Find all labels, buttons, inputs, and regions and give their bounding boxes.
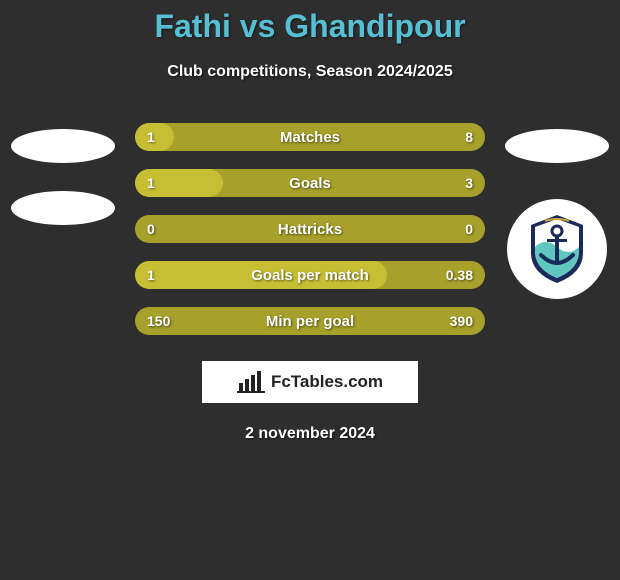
stat-left-value: 1	[147, 123, 155, 151]
stat-left-value: 1	[147, 261, 155, 289]
stat-bar-goals: 1 Goals 3	[135, 169, 485, 197]
bar-chart-icon	[237, 371, 265, 393]
left-club-badge-2	[11, 191, 115, 225]
stat-right-value: 0.38	[446, 261, 473, 289]
stat-right-value: 390	[450, 307, 473, 335]
footer-date: 2 november 2024	[0, 425, 620, 443]
right-club-badge-2	[507, 199, 607, 299]
left-badge-column	[9, 123, 117, 225]
comparison-card: Fathi vs Ghandipour Club competitions, S…	[0, 0, 620, 443]
page-title: Fathi vs Ghandipour	[0, 8, 620, 45]
stat-bar-hattricks: 0 Hattricks 0	[135, 215, 485, 243]
right-club-badge-1	[505, 129, 609, 163]
brand-box[interactable]: FcTables.com	[202, 361, 418, 403]
stat-left-value: 1	[147, 169, 155, 197]
left-club-badge-1	[11, 129, 115, 163]
brand-text: FcTables.com	[271, 372, 383, 392]
right-badge-column	[503, 123, 611, 299]
stat-bar-goals-per-match: 1 Goals per match 0.38	[135, 261, 485, 289]
stat-bar-min-per-goal: 150 Min per goal 390	[135, 307, 485, 335]
main-row: 1 Matches 8 1 Goals 3 0 Hattricks 0 1	[0, 123, 620, 335]
stat-bar-matches: 1 Matches 8	[135, 123, 485, 151]
stat-label: Min per goal	[135, 307, 485, 335]
stat-label: Hattricks	[135, 215, 485, 243]
stats-bars: 1 Matches 8 1 Goals 3 0 Hattricks 0 1	[135, 123, 485, 335]
stat-left-value: 150	[147, 307, 170, 335]
stat-right-value: 0	[465, 215, 473, 243]
anchor-crest-icon	[525, 213, 589, 285]
stat-right-value: 8	[465, 123, 473, 151]
stat-bar-fill	[135, 261, 387, 289]
subtitle: Club competitions, Season 2024/2025	[0, 63, 620, 81]
stat-label: Matches	[135, 123, 485, 151]
stat-right-value: 3	[465, 169, 473, 197]
stat-left-value: 0	[147, 215, 155, 243]
